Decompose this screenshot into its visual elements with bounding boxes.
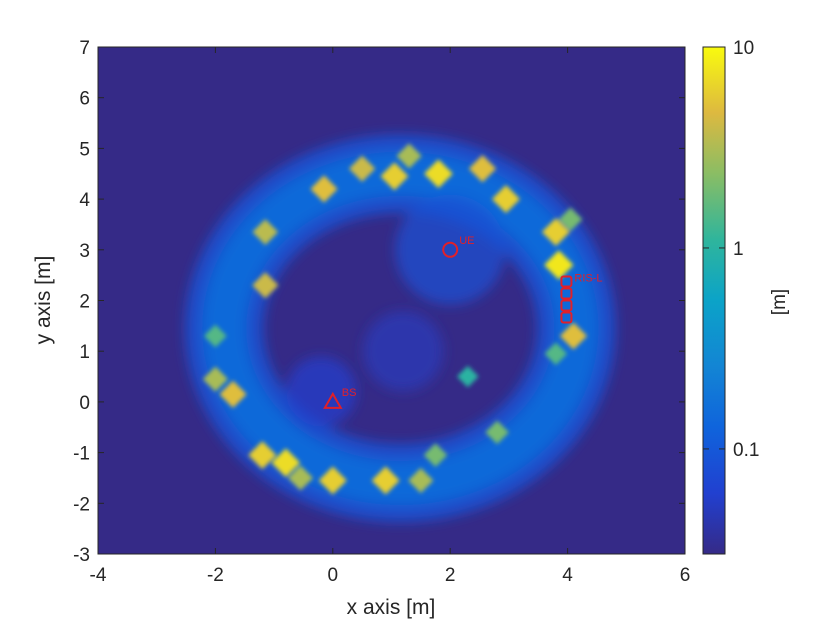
hotspot-2 xyxy=(219,380,247,408)
x-tick-label: 4 xyxy=(562,565,573,586)
colorbar-tick-label: 10 xyxy=(733,38,754,59)
ris-element xyxy=(560,287,573,300)
hotspot-14 xyxy=(541,217,570,247)
y-tick-label: 0 xyxy=(79,393,90,414)
hotspot-13 xyxy=(491,185,521,214)
hotspot-6 xyxy=(252,219,279,245)
hotspot-4 xyxy=(204,324,227,348)
hotspot-7 xyxy=(310,175,338,203)
hotspot-11 xyxy=(424,159,453,189)
y-tick-label: -3 xyxy=(73,545,90,566)
hotspot-20 xyxy=(408,467,434,494)
hotspot-19 xyxy=(423,443,448,467)
y-tick-label: 1 xyxy=(79,342,90,363)
colorbar-tick-label: 0.1 xyxy=(733,440,759,461)
hotspot-15 xyxy=(544,250,574,280)
marker-label-ris-l: RIS-L xyxy=(574,273,602,285)
hotspot-9 xyxy=(380,162,409,191)
hotspot-1 xyxy=(248,441,277,470)
hotspot-3 xyxy=(202,366,229,392)
y-tick-label: 3 xyxy=(79,241,90,262)
marker-label-bs: BS xyxy=(342,387,357,399)
x-tick-label: 2 xyxy=(445,565,456,586)
colorbar-tick-label: 1 xyxy=(733,239,744,260)
x-tick-label: -4 xyxy=(90,565,107,586)
marker-ris-l xyxy=(560,275,573,324)
marker-label-ue: UE xyxy=(459,235,474,247)
heatmap-hotspots xyxy=(202,143,588,495)
inner-glow-1 xyxy=(286,356,357,427)
x-tick-label: 0 xyxy=(328,565,339,586)
inner-glow-2 xyxy=(363,311,444,392)
hotspot-16 xyxy=(559,322,588,350)
hotspot-23 xyxy=(287,465,314,491)
y-tick-label: 4 xyxy=(79,190,90,211)
x-tick-label: 6 xyxy=(680,565,691,586)
hotspot-8 xyxy=(348,155,376,182)
ris-element xyxy=(560,311,573,324)
y-axis-label: y axis [m] xyxy=(32,256,55,345)
hotspot-25 xyxy=(457,365,479,388)
colorbar-gradient xyxy=(702,46,726,555)
plot-area: BS UE RIS-L xyxy=(97,46,686,555)
hotspot-21 xyxy=(371,466,400,495)
y-tick-label: -1 xyxy=(73,444,90,465)
colorbar: 0.1 1 10 [m] xyxy=(702,38,790,555)
marker-ue xyxy=(442,241,459,258)
hotspot-5 xyxy=(252,272,279,299)
hotspot-18 xyxy=(485,420,510,445)
x-axis-ticks: -4 -2 0 2 4 6 xyxy=(90,47,691,586)
hotspot-10 xyxy=(396,143,422,169)
x-axis-label: x axis [m] xyxy=(347,596,436,619)
hotspot-24 xyxy=(558,207,583,232)
hotspot-0 xyxy=(271,448,301,478)
y-tick-label: 6 xyxy=(79,89,90,110)
hotspot-17 xyxy=(544,342,568,366)
inner-glow-0 xyxy=(395,194,506,305)
ris-element xyxy=(560,299,573,312)
x-tick-label: -2 xyxy=(207,565,224,586)
y-tick-label: -2 xyxy=(73,494,90,515)
colorbar-label: [m] xyxy=(769,289,790,315)
colorbar-ticks: 0.1 1 10 xyxy=(703,38,759,461)
hotspot-12 xyxy=(468,155,497,183)
y-tick-label: 2 xyxy=(79,292,90,313)
y-tick-label: 5 xyxy=(79,139,90,160)
hotspot-22 xyxy=(318,466,347,495)
ris-element xyxy=(560,275,573,288)
marker-bs xyxy=(323,391,343,409)
y-axis-ticks: -3 -2 -1 0 1 2 3 4 5 6 7 xyxy=(73,38,685,566)
y-tick-label: 7 xyxy=(79,38,90,59)
marker-layer: BS UE RIS-L xyxy=(323,235,603,409)
